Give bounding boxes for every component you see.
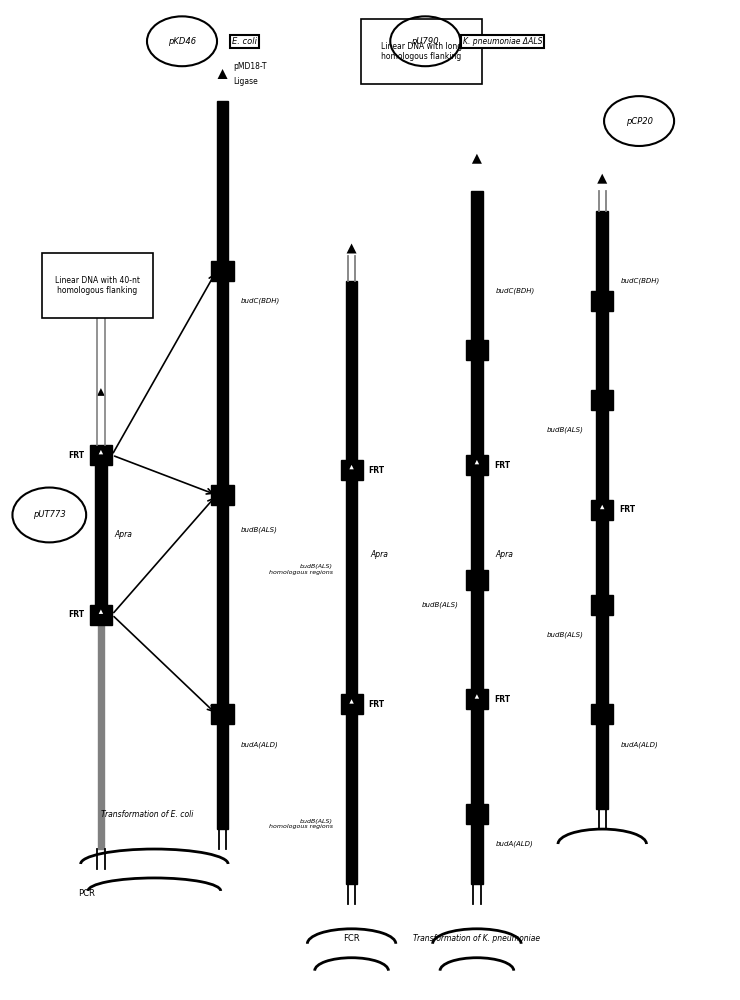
Text: FRT: FRT — [369, 700, 385, 709]
Bar — [591, 291, 613, 311]
Text: FRT: FRT — [494, 461, 510, 470]
Text: FRT: FRT — [68, 610, 84, 619]
Text: K. pneumoniae ΔALS: K. pneumoniae ΔALS — [463, 37, 542, 46]
Bar — [591, 704, 613, 724]
Text: budB(ALS): budB(ALS) — [547, 427, 584, 433]
Text: pU790: pU790 — [411, 37, 439, 46]
FancyBboxPatch shape — [42, 253, 152, 318]
Text: Transformation of K. pneumoniae: Transformation of K. pneumoniae — [414, 934, 540, 943]
Text: Apra: Apra — [370, 550, 388, 559]
Bar — [212, 261, 234, 281]
Bar — [212, 704, 234, 724]
Text: Apra: Apra — [495, 550, 514, 559]
Text: budC(BDH): budC(BDH) — [621, 277, 660, 284]
Bar — [212, 485, 234, 505]
Text: budB(ALS): budB(ALS) — [422, 601, 459, 608]
Bar — [596, 211, 608, 809]
Text: budC(BDH): budC(BDH) — [241, 297, 280, 304]
Bar — [591, 595, 613, 615]
Text: budC(BDH): budC(BDH) — [495, 287, 534, 294]
Bar — [98, 625, 104, 849]
Text: budA(ALD): budA(ALD) — [495, 841, 533, 847]
Bar — [340, 460, 363, 480]
Text: PCR: PCR — [78, 889, 95, 898]
Text: Transformation of E. coli: Transformation of E. coli — [101, 810, 193, 819]
Text: FRT: FRT — [494, 695, 510, 704]
Text: budB(ALS): budB(ALS) — [241, 527, 278, 533]
Text: budB(ALS)
homologous regions: budB(ALS) homologous regions — [269, 819, 333, 829]
FancyBboxPatch shape — [361, 19, 482, 84]
Text: Apra: Apra — [114, 530, 132, 539]
Text: budA(ALD): budA(ALD) — [621, 741, 659, 748]
Bar — [90, 605, 112, 625]
Bar — [466, 340, 488, 360]
Text: FCR: FCR — [343, 934, 360, 943]
Text: pCP20: pCP20 — [625, 117, 653, 126]
Bar — [466, 455, 488, 475]
Bar — [217, 101, 229, 829]
Bar — [466, 689, 488, 709]
Text: Linear DNA with long
homologous flanking: Linear DNA with long homologous flanking — [381, 42, 462, 61]
Bar — [466, 804, 488, 824]
Text: FRT: FRT — [619, 505, 636, 514]
Text: budA(ALD): budA(ALD) — [241, 741, 279, 748]
Text: Ligase: Ligase — [234, 77, 258, 86]
Bar — [90, 445, 112, 465]
Bar — [591, 500, 613, 520]
Text: budB(ALS)
homologous regions: budB(ALS) homologous regions — [269, 564, 333, 575]
Bar — [471, 191, 482, 884]
Text: pKD46: pKD46 — [168, 37, 196, 46]
Bar — [346, 281, 357, 884]
Text: pMD18-T: pMD18-T — [234, 62, 267, 71]
Text: pUT773: pUT773 — [33, 510, 66, 519]
Text: budB(ALS): budB(ALS) — [547, 631, 584, 638]
Bar — [466, 570, 488, 590]
Bar — [95, 465, 107, 605]
Bar — [591, 390, 613, 410]
Bar — [340, 694, 363, 714]
Text: Linear DNA with 40-nt
homologous flanking: Linear DNA with 40-nt homologous flankin… — [55, 276, 140, 295]
Text: E. coli: E. coli — [232, 37, 258, 46]
Text: FRT: FRT — [68, 451, 84, 460]
Text: FRT: FRT — [369, 466, 385, 475]
